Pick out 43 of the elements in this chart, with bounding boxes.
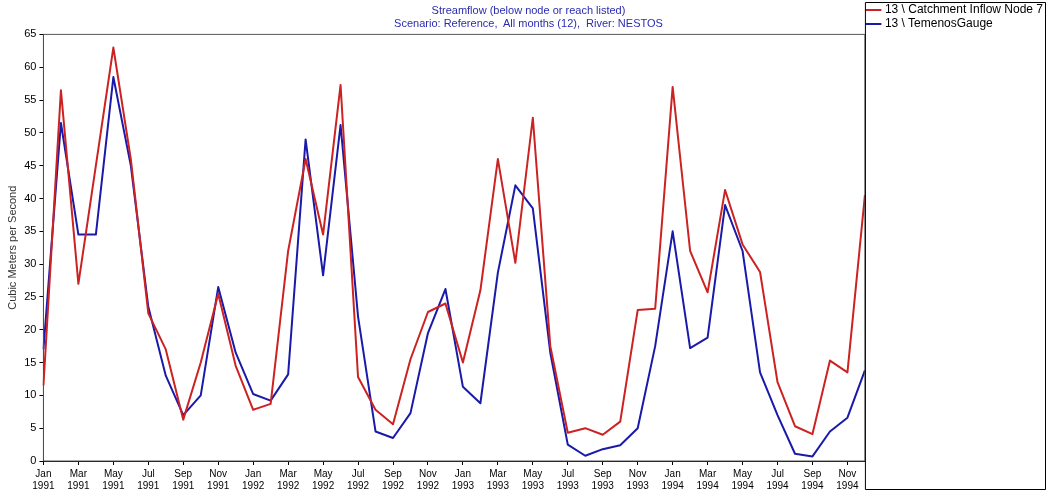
x-tick-label: Jan 1991 xyxy=(32,467,55,491)
x-tick-label: Jan 1992 xyxy=(242,467,265,491)
legend-label: 13 \ TemenosGauge xyxy=(884,16,994,31)
y-tick-label: 5 xyxy=(30,421,37,434)
y-tick-label: 40 xyxy=(24,191,37,204)
y-tick-label: 10 xyxy=(24,388,37,401)
x-tick-label: Jul 1992 xyxy=(346,467,370,491)
chart-title: Streamflow (below node or reach listed) xyxy=(431,3,626,16)
y-tick-label: 65 xyxy=(24,27,37,40)
x-tick-label: Jan 1993 xyxy=(451,467,475,491)
x-tick-label: May 1993 xyxy=(521,467,545,491)
x-tick-label: May 1992 xyxy=(311,467,335,491)
y-tick-label: 60 xyxy=(24,60,37,73)
x-tick-label: Nov 1994 xyxy=(836,467,859,491)
x-tick-label: Sep 1994 xyxy=(801,467,825,491)
legend-label: 13 \ Catchment Inflow Node 7 xyxy=(884,2,1044,17)
x-tick-label: Jul 1994 xyxy=(766,467,790,491)
x-tick-label: May 1994 xyxy=(731,467,755,491)
x-tick-label: Sep 1992 xyxy=(381,467,405,491)
y-tick-label: 55 xyxy=(24,93,37,106)
x-tick-label: Nov 1991 xyxy=(207,467,230,491)
y-tick-label: 20 xyxy=(24,322,37,335)
chart-subtitle: Scenario: Reference, All months (12), River: NESTOS xyxy=(394,16,663,29)
x-tick-label: Jan 1994 xyxy=(661,467,685,491)
y-tick-label: 30 xyxy=(24,257,37,270)
x-tick-label: Nov 1993 xyxy=(626,467,650,491)
y-tick-label: 15 xyxy=(24,355,37,368)
x-tick-label: Sep 1993 xyxy=(591,467,615,491)
x-tick-label: Jul 1993 xyxy=(556,467,580,491)
x-tick-label: May 1991 xyxy=(102,467,125,491)
y-axis-title: Cubic Meters per Second xyxy=(5,185,18,310)
x-tick-label: Jul 1991 xyxy=(137,467,160,491)
x-tick-label: Sep 1991 xyxy=(172,467,195,491)
y-tick-label: 35 xyxy=(24,224,37,237)
x-tick-label: Mar 1993 xyxy=(486,467,510,491)
x-tick-label: Mar 1991 xyxy=(67,467,90,491)
x-tick-label: Mar 1992 xyxy=(277,467,300,491)
y-tick-label: 0 xyxy=(30,454,37,467)
x-tick-label: Mar 1994 xyxy=(696,467,720,491)
y-tick-label: 50 xyxy=(24,125,37,138)
y-tick-label: 25 xyxy=(24,289,37,302)
x-tick-label: Nov 1992 xyxy=(416,467,440,491)
y-tick-label: 45 xyxy=(24,158,37,171)
